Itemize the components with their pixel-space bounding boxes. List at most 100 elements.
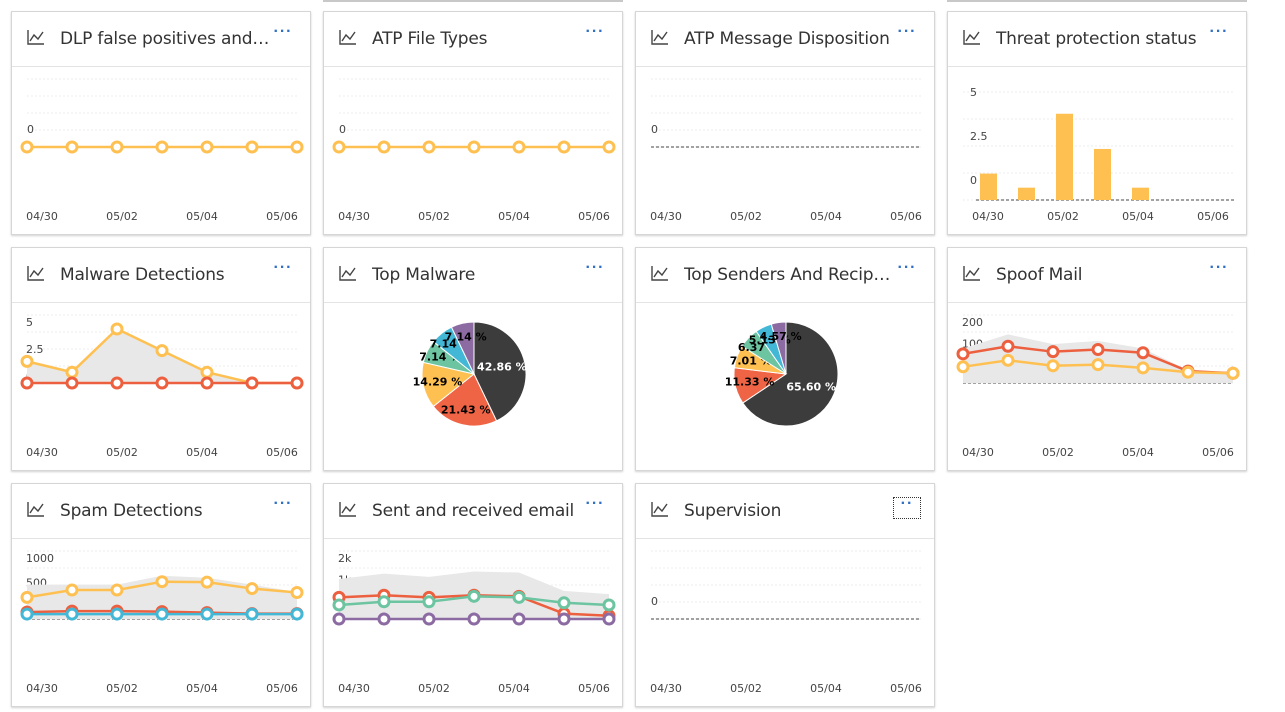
x-tick-label: 05/04 [810, 210, 842, 223]
data-point [290, 376, 304, 390]
x-tick-label: 05/06 [266, 682, 298, 695]
x-tick-label: 05/04 [186, 446, 218, 459]
data-point [512, 612, 526, 626]
y-tick-label: 2.5 [26, 343, 44, 356]
data-point [290, 607, 304, 621]
data-point [290, 585, 304, 599]
line-chart-icon [27, 30, 44, 45]
report-tile-supervision[interactable]: Supervision ·· 0 04/30 05/02 05/04 05/06 [635, 483, 935, 707]
data-point [332, 612, 346, 626]
card-title[interactable]: Top Senders And Recipients [684, 265, 894, 285]
chart-atp-message-disposition: 0 04/30 05/02 05/04 05/06 [650, 78, 922, 223]
report-tile-atp-message-disposition[interactable]: ATP Message Disposition ··· 0 04/30 05/02 05/… [635, 11, 935, 235]
data-point [1181, 365, 1195, 379]
data-point [155, 344, 169, 358]
pie-slice-label: 11.33 % [725, 376, 775, 389]
line-chart-icon [963, 266, 980, 281]
data-point [1091, 358, 1105, 372]
card-title[interactable]: ATP Message Disposition [684, 29, 890, 49]
more-options-button[interactable]: ··· [1209, 259, 1229, 276]
data-point [110, 376, 124, 390]
data-point [155, 376, 169, 390]
x-tick-label: 05/02 [1047, 210, 1079, 223]
chart-supervision: 0 04/30 05/02 05/04 05/06 [650, 550, 922, 695]
more-options-button[interactable]: ··· [1209, 23, 1229, 40]
more-options-button[interactable]: ··· [273, 495, 293, 512]
data-point [422, 612, 436, 626]
x-tick-label: 05/04 [498, 682, 530, 695]
x-tick-label: 04/30 [650, 210, 682, 223]
card-title[interactable]: Sent and received email [372, 501, 575, 521]
more-options-button[interactable]: ·· [893, 496, 921, 519]
more-options-button[interactable]: ··· [273, 23, 293, 40]
bar [1018, 187, 1035, 200]
y-tick-label: 5 [970, 86, 977, 99]
card-header: ATP Message Disposition ··· [636, 12, 934, 67]
line-chart-icon [651, 266, 668, 281]
x-tick-label: 05/04 [498, 210, 530, 223]
more-options-button[interactable]: ··· [273, 259, 293, 276]
card-title[interactable]: ATP File Types [372, 29, 488, 49]
x-tick-label: 04/30 [338, 682, 370, 695]
data-point [467, 589, 481, 603]
card-title[interactable]: Spam Detections [60, 501, 203, 521]
report-tile-sent-received-email[interactable]: Sent and received email···2k1k0k04/3005/… [323, 483, 623, 707]
chart-top-malware: 42.86 %21.43 %14.29 %7.14 %7.14 %7.14 % [413, 321, 527, 427]
x-tick-label: 05/02 [730, 682, 762, 695]
more-options-button[interactable]: ··· [585, 495, 605, 512]
card-title[interactable]: Malware Detections [60, 265, 225, 285]
card-title[interactable]: Supervision [684, 501, 782, 521]
pie-slice-label: 42.86 % [477, 361, 527, 374]
line-chart-icon [651, 502, 668, 517]
top-divider-left [323, 0, 623, 2]
report-tile-top-senders-recipients[interactable]: Top Senders And Recipients ··· 65.60 % 11.3… [635, 247, 935, 471]
report-tile-top-malware[interactable]: Top Malware ··· 42.86 % 21.43 % 14.29 % 7.14 … [323, 247, 623, 471]
pie-slice-label: 21.43 % [441, 403, 491, 416]
data-point [245, 607, 259, 621]
x-tick-label: 05/02 [106, 446, 138, 459]
x-tick-label: 05/06 [578, 682, 610, 695]
report-tile-threat-protection-status[interactable]: Threat protection status ··· 5 2.5 0 04/30 05/… [947, 11, 1247, 235]
data-point [245, 376, 259, 390]
card-header: Sent and received email ··· [324, 484, 622, 539]
x-tick-label: 05/02 [730, 210, 762, 223]
data-point [20, 354, 34, 368]
x-tick-label: 05/06 [1197, 210, 1229, 223]
pie-slice [473, 321, 527, 422]
data-point [110, 607, 124, 621]
line-chart-icon [27, 502, 44, 517]
more-options-button[interactable]: ··· [585, 259, 605, 276]
report-tile-dlp[interactable]: DLP false positives and ov... ··· 0 04/30 05… [11, 11, 311, 235]
data-point [110, 583, 124, 597]
more-options-button[interactable]: ··· [585, 23, 605, 40]
report-tile-spam-detections[interactable]: Spam Detections···1000500004/3005/0205/0… [11, 483, 311, 707]
report-tile-atp-file-types[interactable]: ATP File Types ··· 0 04/30 05/02 05/04 05/06 [323, 11, 623, 235]
more-options-button[interactable]: ··· [897, 259, 917, 276]
x-tick-label: 05/02 [106, 210, 138, 223]
card-title[interactable]: Top Malware [372, 265, 476, 285]
card-title[interactable]: Spoof Mail [996, 265, 1083, 285]
data-point [602, 140, 616, 154]
pie-slice [450, 321, 475, 375]
x-tick-label: 05/06 [266, 210, 298, 223]
x-tick-label: 05/02 [1042, 446, 1074, 459]
data-point [332, 598, 346, 612]
card-header: DLP false positives and ov... ··· [12, 12, 310, 67]
y-tick-label: 2k [338, 552, 352, 565]
data-point [602, 598, 616, 612]
x-tick-label: 05/02 [418, 682, 450, 695]
data-point [377, 595, 391, 609]
bar [1056, 113, 1073, 200]
card-title[interactable]: Threat protection status [996, 29, 1197, 49]
more-options-button[interactable]: ··· [897, 23, 917, 40]
data-point [65, 365, 79, 379]
x-tick-label: 05/02 [106, 682, 138, 695]
pie-slice-label: 7.14 % [445, 330, 487, 343]
card-title[interactable]: DLP false positives and ov... [60, 29, 270, 49]
report-tile-malware-detections[interactable]: Malware Detections···52.5004/3005/0205/0… [11, 247, 311, 471]
y-tick-label: 0 [27, 123, 34, 136]
